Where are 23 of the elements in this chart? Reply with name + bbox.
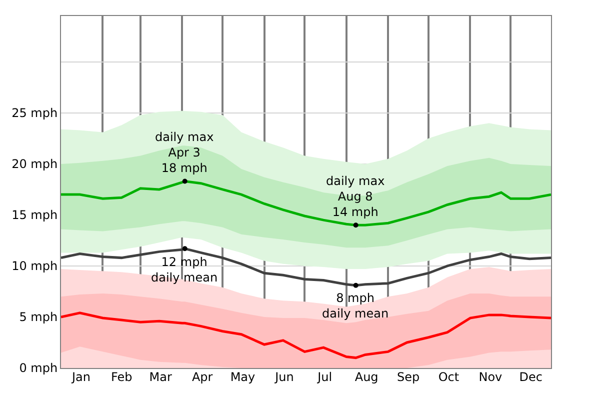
y-tick-label: 0 mph bbox=[19, 361, 58, 376]
x-tick-label: Jul bbox=[316, 370, 332, 384]
x-tick-label: Mar bbox=[149, 370, 172, 384]
y-tick-label: 20 mph bbox=[12, 157, 58, 172]
y-tick-label: 5 mph bbox=[19, 310, 58, 324]
x-tick-label: Sep bbox=[396, 370, 420, 384]
annotation: daily max Apr 3 18 mph bbox=[155, 130, 214, 176]
x-tick-label: Apr bbox=[192, 370, 213, 384]
x-tick-label: Oct bbox=[438, 370, 460, 384]
y-tick-label: 15 mph bbox=[12, 208, 58, 222]
x-tick-label: Dec bbox=[519, 370, 542, 384]
annotation: 12 mph daily mean bbox=[151, 255, 218, 285]
y-tick-label: 25 mph bbox=[12, 106, 58, 120]
line-series bbox=[61, 246, 551, 288]
x-tick-label: Feb bbox=[110, 370, 132, 384]
x-tick-label: Jan bbox=[70, 370, 90, 384]
x-tick-label: Aug bbox=[354, 370, 378, 384]
y-tick-label: 10 mph bbox=[12, 259, 58, 274]
annotation: 8 mph daily mean bbox=[322, 291, 389, 321]
x-tick-label: Nov bbox=[478, 370, 502, 384]
x-tick-label: Jun bbox=[274, 370, 294, 384]
annotation: daily max Aug 8 14 mph bbox=[326, 174, 385, 220]
x-tick-label: May bbox=[230, 370, 256, 384]
